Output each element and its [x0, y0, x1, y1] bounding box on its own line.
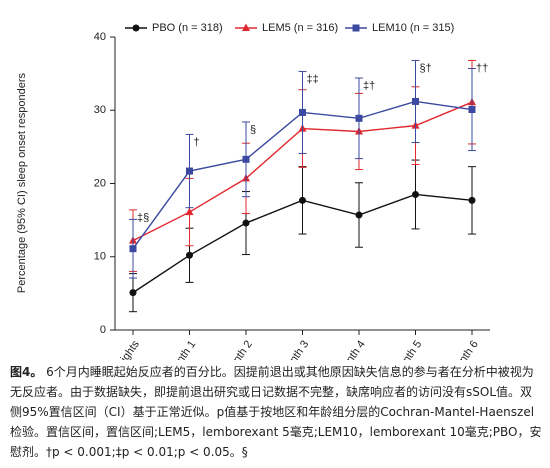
chart: Percentage (95% CI) sleep onset responde…	[16, 22, 490, 397]
point	[129, 289, 137, 297]
legend-label: LEM5 (n = 316)	[262, 22, 338, 34]
significance-mark: ††	[476, 62, 488, 74]
point	[355, 114, 363, 122]
y-tick-label: 0	[100, 324, 106, 336]
caption-text: 6个月内睡眠起始反应者的百分比。因提前退出或其他原因缺失信息的参与者在分析中被视…	[10, 365, 542, 459]
figure-label: 图4。	[10, 365, 43, 379]
x-tick-label: First 7 nights	[96, 338, 142, 360]
y-axis-label: Percentage (95% CI) sleep onset responde…	[16, 72, 28, 293]
point	[242, 219, 250, 227]
point	[468, 196, 476, 204]
significance-mark: ‡§	[137, 212, 149, 224]
significance-mark: §†	[420, 62, 432, 74]
point	[242, 155, 250, 163]
x-tick-label: Month 5	[392, 339, 425, 360]
legend-marker	[132, 24, 140, 32]
point	[186, 251, 193, 259]
significance-mark: †	[194, 136, 200, 148]
point	[186, 167, 193, 175]
point	[299, 196, 306, 204]
point	[185, 207, 194, 216]
legend-label: PBO (n = 318)	[152, 22, 223, 34]
y-tick-label: 20	[94, 177, 106, 189]
significance-mark: ‡†	[363, 80, 375, 92]
legend-marker	[242, 23, 250, 31]
point	[468, 106, 476, 114]
y-tick-label: 10	[94, 251, 106, 263]
point	[412, 190, 419, 198]
x-tick-label: Month 4	[335, 339, 368, 360]
x-tick-label: Month 3	[279, 339, 312, 360]
point	[299, 108, 306, 116]
y-tick-label: 30	[94, 104, 106, 116]
point	[412, 97, 419, 105]
x-tick-label: Month 6	[448, 339, 481, 360]
x-tick-label: Month 2	[222, 339, 255, 360]
x-tick-label: Month 1	[166, 339, 199, 360]
significance-mark: ‡‡	[307, 73, 319, 85]
legend-label: LEM10 (n = 315)	[372, 22, 454, 34]
y-tick-label: 40	[94, 31, 106, 43]
significance-mark: §	[250, 124, 256, 136]
caption: 图4。 6个月内睡眠起始反应者的百分比。因提前退出或其他原因缺失信息的参与者在分…	[10, 362, 542, 462]
point	[355, 211, 363, 219]
legend-marker	[352, 24, 360, 32]
point	[129, 245, 137, 253]
